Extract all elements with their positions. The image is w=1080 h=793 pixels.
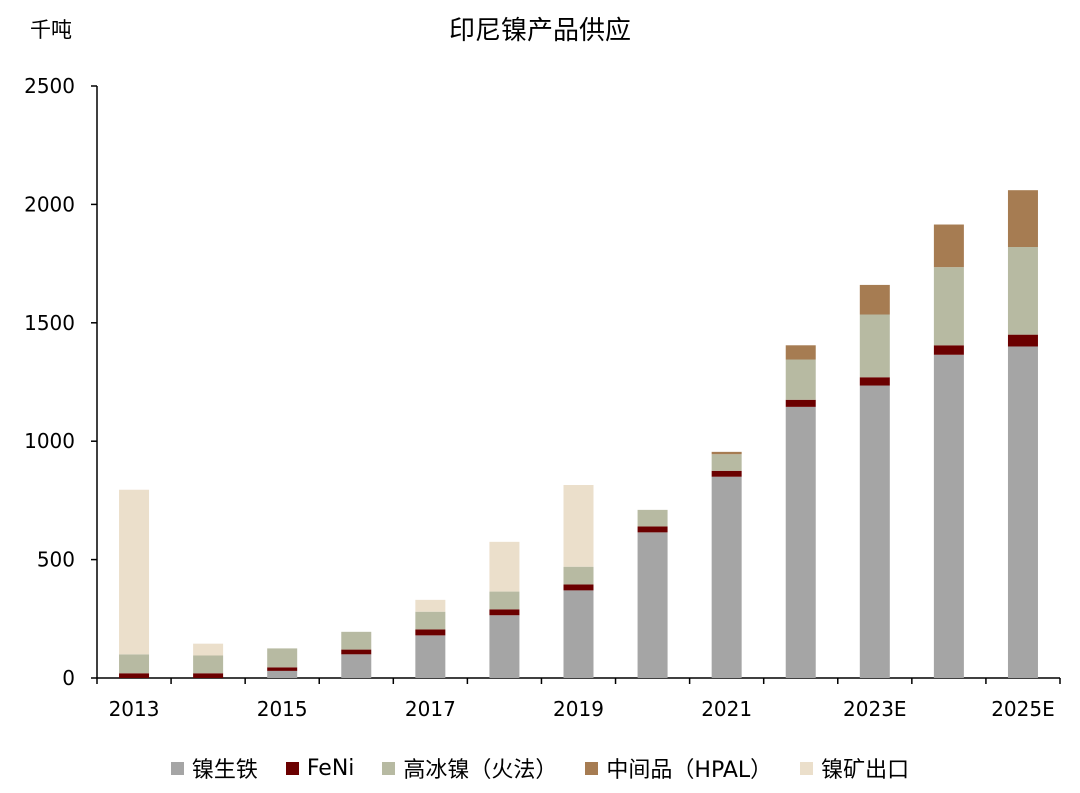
legend-swatch-hpal xyxy=(585,761,599,775)
bar-2015-series-1 xyxy=(267,667,298,671)
legend-item-hpal: 中间品（HPAL） xyxy=(585,752,772,784)
legend-item-feni: FeNi xyxy=(285,755,355,781)
bar-2021-series-2 xyxy=(711,454,742,471)
legend-item-pig-iron: 镍生铁 xyxy=(170,752,258,784)
bar-2014-series-4 xyxy=(193,643,224,656)
bar-2024E-series-3 xyxy=(933,224,964,268)
legend-item-ore-export: 镍矿出口 xyxy=(800,752,909,784)
y-tick-label-500: 500 xyxy=(37,548,75,572)
legend-swatch-matte xyxy=(382,761,396,775)
bar-2018-series-2 xyxy=(489,591,520,610)
legend-swatch-ore-export xyxy=(800,761,814,775)
bar-2019-series-1 xyxy=(563,584,594,591)
bar-2015-series-2 xyxy=(267,648,298,668)
bar-2016-series-1 xyxy=(341,649,372,655)
legend-label-ore-export: 镍矿出口 xyxy=(821,758,910,783)
x-tick-label-2013: 2013 xyxy=(109,697,160,721)
bar-2017-series-1 xyxy=(415,629,446,636)
bar-2018-series-0 xyxy=(489,615,520,678)
bar-2022-series-2 xyxy=(785,359,816,400)
bar-2022-series-3 xyxy=(785,345,816,360)
bar-2021-series-3 xyxy=(711,451,742,455)
bar-2020-series-2 xyxy=(637,509,668,527)
legend-label-matte: 高冰镍（火法） xyxy=(403,758,558,783)
bar-2016-series-0 xyxy=(341,654,372,678)
y-tick-label-2000: 2000 xyxy=(24,192,75,216)
bar-2025E-series-3 xyxy=(1007,190,1038,248)
bar-2019-series-4 xyxy=(563,485,594,567)
bar-2024E-series-0 xyxy=(933,354,964,678)
bar-2023E-series-1 xyxy=(859,377,890,386)
bar-2025E-series-1 xyxy=(1007,334,1038,347)
bar-2022-series-1 xyxy=(785,399,816,407)
legend-label-pig-iron: 镍生铁 xyxy=(191,758,258,783)
bar-2025E-series-2 xyxy=(1007,247,1038,335)
y-tick-label-2500: 2500 xyxy=(24,74,75,98)
bar-2017-series-0 xyxy=(415,635,446,678)
bar-2023E-series-2 xyxy=(859,314,890,378)
bar-2019-series-0 xyxy=(563,590,594,678)
bar-2024E-series-1 xyxy=(933,345,964,355)
stacked-bar-chart: 0 500 1000 1500 2000 2500 2013 2015 2017 2019 2021… xyxy=(24,74,1061,721)
bar-2024E-series-2 xyxy=(933,267,964,346)
bar-2014-series-1 xyxy=(193,673,224,678)
legend-label-feni: FeNi xyxy=(306,755,355,781)
x-tick-label-2021: 2021 xyxy=(701,697,752,721)
bar-2023E-series-3 xyxy=(859,284,890,315)
bar-2013-series-4 xyxy=(119,489,150,655)
bar-2018-series-1 xyxy=(489,609,520,616)
legend-swatch-pig-iron xyxy=(170,761,184,775)
y-axis-unit-label: 千吨 xyxy=(30,18,72,42)
bar-2016-series-2 xyxy=(341,631,372,650)
bar-2013-series-2 xyxy=(119,654,150,674)
chart-title: 印尼镍产品供应 xyxy=(448,16,631,46)
bar-2019-series-2 xyxy=(563,566,594,585)
bar-2013-series-1 xyxy=(119,673,150,678)
bar-2017-series-2 xyxy=(415,611,446,630)
legend-label-hpal: 中间品（HPAL） xyxy=(606,758,773,783)
x-tick-label-2015: 2015 xyxy=(257,697,308,721)
bar-2022-series-0 xyxy=(785,406,816,678)
bar-2017-series-4 xyxy=(415,599,446,612)
legend-item-matte: 高冰镍（火法） xyxy=(382,752,557,784)
bar-2021-series-0 xyxy=(711,476,742,678)
y-tick-label-1000: 1000 xyxy=(24,429,75,453)
bar-2014-series-2 xyxy=(193,655,224,674)
chart-legend: 镍生铁 FeNi 高冰镍（火法） 中间品（HPAL） 镍矿出口 xyxy=(0,752,1080,784)
bar-2023E-series-0 xyxy=(859,385,890,678)
bar-2025E-series-0 xyxy=(1007,346,1038,678)
x-tick-label-2017: 2017 xyxy=(405,697,456,721)
legend-swatch-feni xyxy=(285,761,299,775)
y-tick-label-0: 0 xyxy=(62,666,75,690)
bar-2018-series-4 xyxy=(489,541,520,592)
x-tick-label-2023E: 2023E xyxy=(843,697,907,721)
x-tick-label-2025E: 2025E xyxy=(991,697,1055,721)
bar-2020-series-1 xyxy=(637,526,668,533)
bar-2015-series-0 xyxy=(267,670,298,678)
bar-2021-series-1 xyxy=(711,470,742,477)
bar-2020-series-0 xyxy=(637,532,668,678)
x-tick-label-2019: 2019 xyxy=(553,697,604,721)
y-tick-label-1500: 1500 xyxy=(24,311,75,335)
